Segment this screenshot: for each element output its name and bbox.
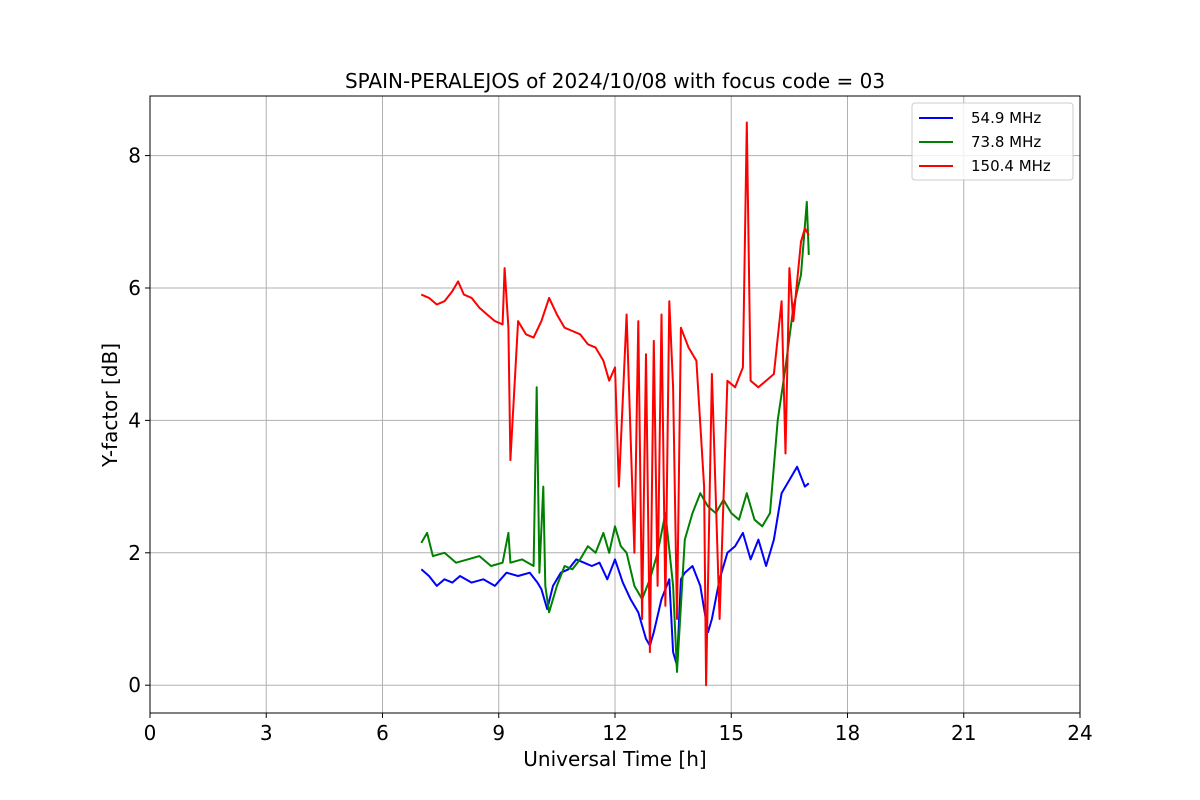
x-tick-label: 24 [1067,721,1092,745]
legend: 54.9 MHz 73.8 MHz 150.4 MHz [911,102,1074,181]
y-tick-label: 6 [128,276,141,300]
y-tick-label: 8 [128,144,141,168]
x-tick-label: 12 [602,721,627,745]
y-tick-label: 0 [128,673,141,697]
x-tick-label: 6 [376,721,389,745]
y-axis: 0 2 4 6 8 [128,144,150,697]
x-tick-label: 3 [260,721,273,745]
legend-box [911,102,1074,181]
y-tick-label: 2 [128,541,141,565]
y-tick-label: 4 [128,408,141,432]
legend-label: 54.9 MHz [971,109,1041,127]
chart-title: SPAIN-PERALEJOS of 2024/10/08 with focus… [345,69,885,93]
x-tick-label: 0 [144,721,157,745]
x-tick-label: 15 [719,721,744,745]
series-line-0 [420,465,810,667]
plot-series [420,121,810,687]
x-tick-label: 18 [835,721,860,745]
x-tick-label: 21 [951,721,976,745]
legend-label: 150.4 MHz [971,157,1051,175]
x-tick-label: 9 [492,721,505,745]
x-axis-label: Universal Time [h] [523,747,706,771]
legend-label: 73.8 MHz [971,133,1041,151]
y-axis-label: Y-factor [dB] [98,343,122,468]
x-axis: 0 3 6 9 12 15 18 21 24 [144,713,1093,745]
series-line-2 [420,121,810,687]
series-line-1 [420,200,810,673]
